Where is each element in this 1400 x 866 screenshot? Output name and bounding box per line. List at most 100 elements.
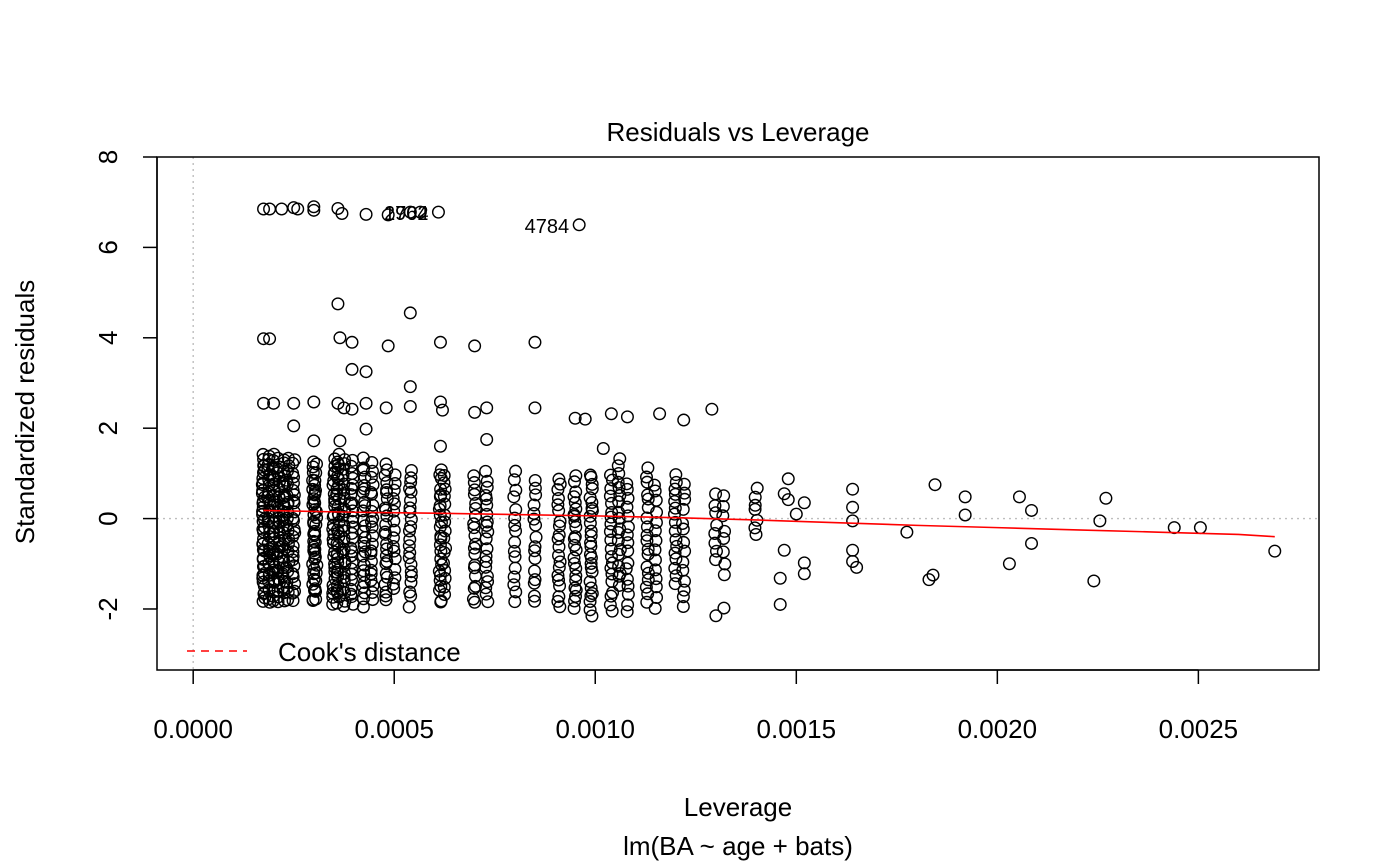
data-point: [333, 434, 347, 448]
data-point: [365, 537, 379, 551]
data-point: [364, 485, 378, 499]
data-point: [1167, 521, 1181, 535]
data-point: [568, 530, 582, 544]
data-point: [433, 439, 447, 453]
data-point: [468, 558, 482, 572]
data-point: [705, 402, 719, 416]
data-point: [404, 565, 418, 579]
data-point: [584, 529, 598, 543]
data-point: [621, 520, 635, 534]
data-point: [307, 203, 321, 217]
data-point: [307, 395, 321, 409]
data-point: [583, 491, 597, 505]
data-point: [437, 580, 451, 594]
data-point: [388, 552, 402, 566]
data-point: [379, 585, 393, 599]
data-point: [621, 491, 635, 505]
data-point: [467, 561, 481, 575]
data-point: [567, 551, 581, 565]
data-point: [309, 574, 323, 588]
data-point: [480, 515, 494, 529]
data-point: [344, 587, 358, 601]
data-point: [668, 577, 682, 591]
data-point: [649, 534, 663, 548]
data-point: [403, 546, 417, 560]
point-label: 1762: [384, 203, 429, 225]
data-point: [584, 589, 598, 603]
data-point: [381, 339, 395, 353]
data-point: [676, 600, 690, 614]
data-point: [648, 563, 662, 577]
data-point: [387, 514, 401, 528]
data-point: [678, 544, 692, 558]
data-point: [958, 508, 972, 522]
data-point: [337, 542, 351, 556]
data-point: [748, 521, 762, 535]
data-point: [572, 218, 586, 232]
data-point: [403, 306, 417, 320]
data-point: [507, 578, 521, 592]
data-point: [678, 492, 692, 506]
data-point: [467, 517, 481, 531]
y-tick-label: 2: [93, 421, 123, 435]
x-tick-label: 0.0020: [958, 714, 1038, 744]
data-point: [647, 478, 661, 492]
point-label: 2904: [384, 203, 429, 225]
data-point: [308, 550, 322, 564]
data-point: [641, 587, 655, 601]
cooks-distance-legend-label: Cook's distance: [278, 637, 461, 667]
data-point: [480, 542, 494, 556]
data-point: [527, 589, 541, 603]
data-point: [344, 541, 358, 555]
data-point: [309, 484, 323, 498]
x-tick-label: 0.0025: [1159, 714, 1239, 744]
data-point: [709, 544, 723, 558]
data-point: [275, 202, 289, 216]
data-point: [584, 557, 598, 571]
reference-lines: [157, 157, 1319, 670]
data-point: [386, 577, 400, 591]
data-point: [379, 593, 393, 607]
data-point: [676, 590, 690, 604]
data-point: [308, 542, 322, 556]
data-point: [437, 489, 451, 503]
data-point: [569, 561, 583, 575]
data-point: [669, 475, 683, 489]
data-points: [255, 200, 1282, 623]
data-point: [345, 496, 359, 510]
data-point: [263, 332, 277, 346]
data-point: [330, 523, 344, 537]
data-point: [507, 570, 521, 584]
data-point: [365, 520, 379, 534]
data-point: [387, 483, 401, 497]
data-point: [621, 544, 635, 558]
data-point: [528, 474, 542, 488]
data-point: [676, 502, 690, 516]
data-point: [286, 539, 300, 553]
data-point: [413, 205, 427, 219]
data-point: [640, 475, 654, 489]
chart-title: Residuals vs Leverage: [606, 117, 869, 147]
data-point: [337, 477, 351, 491]
data-point: [649, 572, 663, 586]
data-point: [648, 524, 662, 538]
data-point: [479, 532, 493, 546]
data-point: [439, 541, 453, 555]
data-point: [846, 514, 860, 528]
data-point: [605, 556, 619, 570]
data-point: [387, 504, 401, 518]
smoother-curve: [263, 509, 1275, 538]
data-point: [480, 432, 494, 446]
y-tick-label: 0: [93, 511, 123, 525]
data-point: [508, 550, 522, 564]
data-point: [309, 592, 323, 606]
data-point: [286, 549, 300, 563]
data-point: [403, 533, 417, 547]
data-point: [620, 605, 634, 619]
data-point: [403, 585, 417, 599]
data-point: [468, 483, 482, 497]
data-point: [718, 557, 732, 571]
data-point: [640, 534, 654, 548]
data-point: [357, 564, 371, 578]
